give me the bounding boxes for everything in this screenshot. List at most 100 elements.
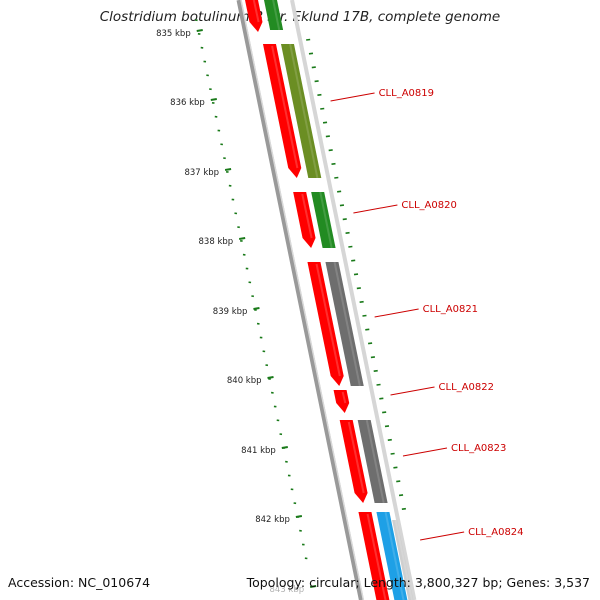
track-tick bbox=[345, 231, 350, 234]
cds-arrow bbox=[293, 192, 316, 248]
backbone-highlight bbox=[240, 0, 365, 600]
track-tick bbox=[359, 300, 364, 303]
ruler-major-tick bbox=[309, 585, 317, 588]
gene-leader-line bbox=[374, 308, 419, 318]
ruler-kbp-label: 842 kbp bbox=[255, 515, 290, 525]
cds-shine bbox=[347, 421, 365, 494]
ruler-major-tick bbox=[281, 446, 288, 449]
cds-shine bbox=[315, 263, 341, 377]
ruler-kbp-label: 843 kbp bbox=[270, 585, 305, 595]
ruler-major-tick bbox=[253, 307, 260, 310]
track-tick bbox=[396, 480, 401, 483]
gene-leader-line bbox=[390, 386, 435, 396]
cog-bar bbox=[357, 420, 388, 503]
track-tick bbox=[322, 121, 328, 124]
gene-leader-line bbox=[330, 92, 375, 102]
track-tick bbox=[384, 425, 390, 428]
track-tick bbox=[370, 356, 376, 359]
gene-leader-line bbox=[353, 204, 398, 214]
ruler-kbp-label: 841 kbp bbox=[241, 446, 276, 456]
cds-arrow bbox=[307, 262, 344, 386]
cog-bar bbox=[311, 192, 336, 248]
track-tick bbox=[373, 369, 378, 372]
track-tick bbox=[356, 287, 361, 290]
cog-shine bbox=[394, 519, 413, 600]
cds-shine bbox=[271, 45, 299, 169]
cds-arrow bbox=[339, 420, 368, 503]
gene-label: CLL_A0820 bbox=[401, 200, 456, 211]
cds-shine bbox=[252, 0, 260, 23]
track-tick bbox=[367, 342, 373, 345]
track-tick bbox=[379, 397, 384, 400]
ruler-major-tick bbox=[295, 515, 303, 518]
track-tick bbox=[311, 66, 316, 69]
cog-shine bbox=[384, 511, 405, 600]
cog-bar bbox=[263, 0, 284, 30]
track-tick bbox=[390, 452, 395, 455]
cog-bar bbox=[280, 44, 322, 178]
track-tick bbox=[317, 93, 322, 96]
ruler-major-tick bbox=[196, 29, 203, 32]
cog-bar bbox=[376, 512, 408, 600]
ruler-kbp-label: 840 kbp bbox=[227, 376, 262, 386]
track-tick bbox=[337, 190, 342, 193]
cds-shine bbox=[301, 193, 313, 239]
genome-stats-text: Topology: circular; Length: 3,800,327 bp… bbox=[246, 575, 590, 590]
map-title: Clostridium botulinum B str. Eklund 17B,… bbox=[99, 9, 501, 25]
track-tick bbox=[348, 245, 353, 248]
track-tick bbox=[325, 135, 330, 138]
gene-tracks bbox=[245, 0, 414, 600]
gene-label: CLL_A0824 bbox=[468, 527, 523, 538]
ruler-major-tick bbox=[267, 376, 274, 379]
track-tick bbox=[393, 466, 398, 469]
track-tick bbox=[382, 411, 387, 414]
track-tick bbox=[342, 218, 347, 221]
ruler-kbp-label: 836 kbp bbox=[170, 98, 205, 108]
track-tick bbox=[306, 38, 311, 41]
track-tick bbox=[398, 494, 404, 497]
cog-shine bbox=[289, 43, 319, 179]
track-tick bbox=[339, 204, 345, 207]
cds-arrow bbox=[333, 390, 350, 413]
cds-shine bbox=[341, 391, 347, 404]
gene-leader-line bbox=[402, 447, 448, 457]
track-tick bbox=[331, 162, 336, 165]
cog-shine bbox=[333, 261, 361, 387]
backbone-line bbox=[236, 0, 364, 600]
track-tick bbox=[401, 507, 406, 510]
ruler-kbp-label: 838 kbp bbox=[199, 237, 234, 247]
gene-label: CLL_A0819 bbox=[379, 88, 434, 99]
kbp-ruler: 835 kbp 836 kbp 837 kbp 838 kbp 839 kbp 840 k… bbox=[156, 19, 406, 595]
cog-shine bbox=[319, 191, 333, 249]
cds-arrow bbox=[358, 512, 390, 600]
cog-bar bbox=[392, 520, 414, 600]
track-tick bbox=[334, 176, 339, 179]
cds-arrow bbox=[245, 0, 263, 32]
track-tick bbox=[328, 149, 333, 152]
ruler-major-tick bbox=[224, 168, 232, 171]
gene-label: CLL_A0822 bbox=[439, 382, 494, 393]
track-tick bbox=[353, 273, 359, 276]
track-tick bbox=[362, 314, 367, 317]
ruler-kbp-label: 839 kbp bbox=[213, 307, 248, 317]
cog-bar bbox=[325, 262, 364, 386]
track-tick bbox=[376, 383, 381, 386]
track-tick bbox=[308, 52, 314, 55]
gene-leader-line bbox=[420, 531, 465, 541]
track-tick bbox=[351, 259, 356, 262]
cog-shine bbox=[365, 419, 385, 504]
ruler-kbp-label: 835 kbp bbox=[156, 29, 191, 39]
gene-label: CLL_A0823 bbox=[451, 443, 506, 454]
gene-labels: CLL_A0819 CLL_A0820 CLL_A0821 CLL_A0822 CLL_… bbox=[330, 88, 524, 541]
gene-label: CLL_A0821 bbox=[423, 304, 478, 315]
outer-track-line bbox=[290, 0, 417, 600]
track-tick bbox=[387, 438, 392, 441]
ruler-major-tick bbox=[210, 98, 217, 101]
track-tick bbox=[365, 328, 370, 331]
cog-shine bbox=[272, 0, 281, 31]
track-tick bbox=[320, 107, 325, 110]
track-tick bbox=[314, 80, 319, 83]
cds-arrow bbox=[262, 44, 302, 178]
ruler-kbp-label: 837 kbp bbox=[184, 168, 219, 178]
